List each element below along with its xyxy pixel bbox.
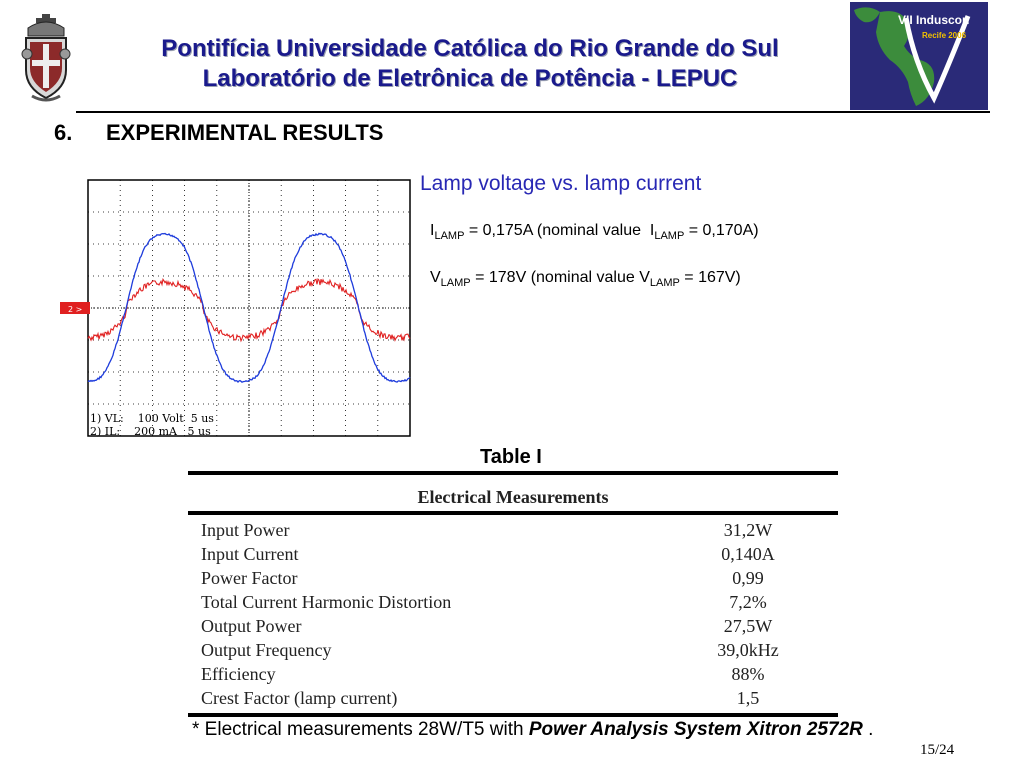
lab-name: Laboratório de Eletrônica de Potência - …: [202, 65, 738, 92]
row-label: Power Factor: [201, 568, 298, 588]
table-row: Input Power 31,2W: [188, 518, 838, 542]
voltage-symbol: V: [430, 269, 441, 286]
table-header: Electrical Measurements: [417, 487, 609, 507]
table-header-rule: [188, 511, 838, 515]
electrical-measurements-table: Electrical Measurements Input Power 31,2W…: [188, 471, 838, 717]
footnote-text: * Electrical measurements 28W/T5 with: [192, 719, 529, 740]
channel-2-marker: [60, 302, 90, 314]
header-divider: [76, 111, 990, 113]
table-row: Output Power 27,5W: [188, 614, 838, 638]
row-label: Total Current Harmonic Distortion: [201, 592, 452, 612]
row-label: Efficiency: [201, 664, 276, 684]
row-value: 0,140A: [721, 544, 775, 564]
oscilloscope-capture: 2 > 1) VL: 100 Volt 5 us 2) IL: 200 mA 5…: [60, 179, 411, 438]
row-label: Output Power: [201, 616, 302, 636]
voltage-nominal-text: = 167V): [679, 269, 741, 286]
row-value: 7,2%: [729, 592, 767, 612]
university-name: Pontifícia Universidade Católica do Rio …: [161, 35, 779, 62]
lamp-voltage-trace: [87, 232, 411, 383]
current-subscript: LAMP: [434, 230, 465, 242]
row-value: 27,5W: [723, 616, 773, 636]
section-heading: 6. EXPERIMENTAL RESULTS: [54, 120, 383, 146]
scope-readout-ch2: 2) IL: 200 mA 5 us: [90, 425, 211, 438]
table-row: Efficiency 88%: [188, 662, 838, 686]
row-value: 39,0kHz: [717, 640, 779, 660]
table-body: Input Power 31,2W Input Current 0,140A Pow…: [188, 515, 838, 710]
voltage-nominal-symbol: V: [639, 269, 650, 286]
voltage-text: = 178V (nominal value: [470, 269, 640, 286]
lamp-voltage-measurement: VLAMP = 178V (nominal value VLAMP = 167V…: [430, 269, 741, 289]
footnote-suffix: .: [862, 719, 874, 740]
university-crest-logo: [21, 14, 71, 102]
current-symbol: I: [430, 222, 435, 239]
conference-logo-title: VII Induscon: [898, 13, 969, 27]
plot-caption: Lamp voltage vs. lamp current: [420, 172, 702, 195]
current-nominal-text: = 0,170A): [684, 222, 759, 239]
table-row: Crest Factor (lamp current) 1,5: [188, 686, 838, 710]
current-text: = 0,175A (nominal value: [464, 222, 650, 239]
voltage-nominal-subscript: LAMP: [649, 277, 680, 289]
row-label: Output Frequency: [201, 640, 332, 660]
table-bottom-rule: [188, 713, 838, 717]
row-value: 1,5: [736, 688, 760, 708]
section-number: 6.: [54, 120, 73, 145]
table-row: Input Current 0,140A: [188, 542, 838, 566]
row-value: 31,2W: [723, 520, 773, 540]
section-title: EXPERIMENTAL RESULTS: [106, 120, 384, 145]
table-row: Power Factor 0,99: [188, 566, 838, 590]
footnote-instrument: Power Analysis System Xitron 2572R: [528, 719, 863, 740]
header-title: Pontifícia Universidade Católica do Rio …: [90, 34, 850, 94]
current-nominal-symbol: I: [649, 222, 655, 239]
channel-2-marker-label: 2 >: [68, 305, 82, 314]
current-nominal-subscript: LAMP: [654, 230, 685, 242]
page-number: 15/24: [920, 742, 955, 758]
table-top-rule: [188, 471, 838, 475]
row-label: Crest Factor (lamp current): [201, 688, 398, 708]
row-value: 0,99: [732, 568, 764, 588]
row-label: Input Current: [201, 544, 299, 564]
scope-readout-ch1: 1) VL: 100 Volt 5 us: [90, 412, 214, 425]
row-label: Input Power: [201, 520, 290, 540]
table-caption: Table I: [480, 446, 542, 468]
conference-logo-subtitle: Recife 2006: [922, 31, 967, 40]
conference-logo: VII Induscon Recife 2006: [850, 2, 988, 110]
table-row: Output Frequency 39,0kHz: [188, 638, 838, 662]
footnote: * Electrical measurements 28W/T5 with Po…: [192, 719, 873, 741]
row-value: 88%: [731, 664, 765, 684]
voltage-subscript: LAMP: [440, 277, 471, 289]
table-row: Total Current Harmonic Distortion 7,2%: [188, 590, 838, 614]
lamp-current-measurement: ILAMP = 0,175A (nominal value ILAMP = 0,…: [430, 222, 759, 242]
